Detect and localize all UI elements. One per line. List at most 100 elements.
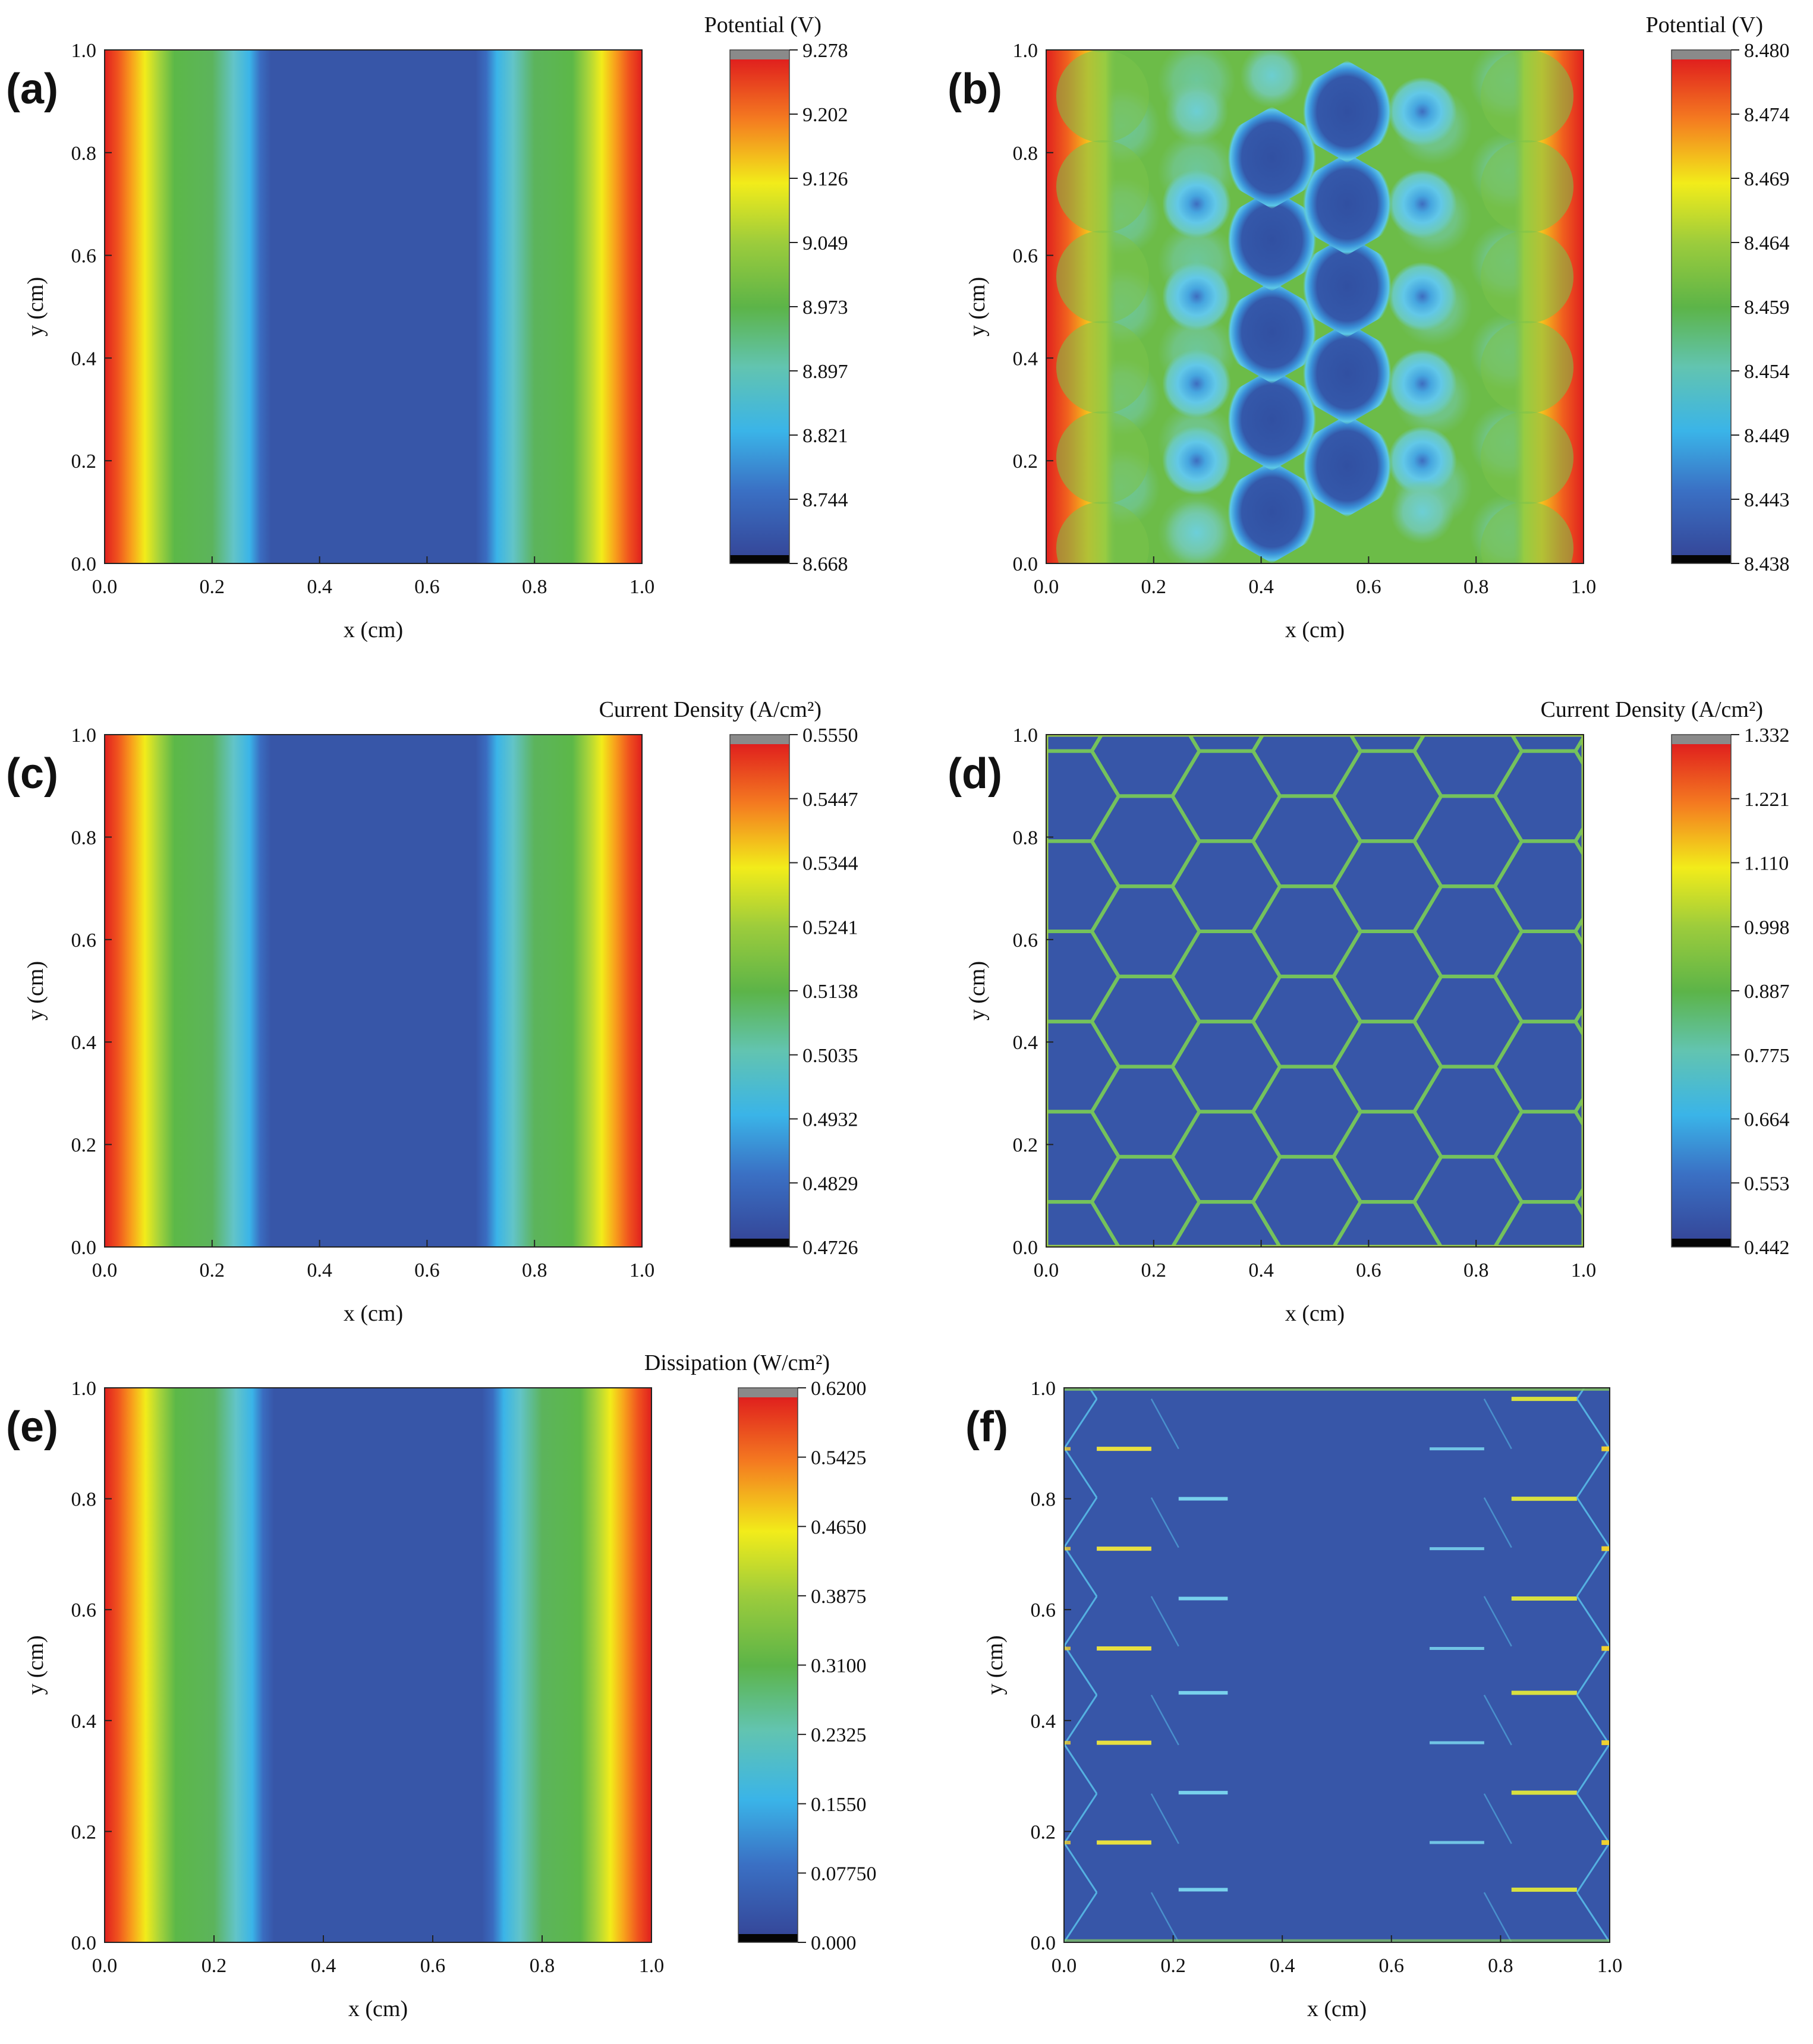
edge-scallop [1481,140,1574,233]
x-tick-label: 1.0 [629,576,655,598]
faint-cell [1164,500,1229,563]
colorbar-tick-label: 0.887 [1744,981,1790,1003]
y-tick-label: 0.6 [71,1599,97,1621]
y-tick-label: 1.0 [71,40,97,62]
y-tick-label: 0.8 [71,1489,97,1511]
y-tick-label: 0.2 [71,1821,97,1843]
colorbar-gradient [1672,59,1731,555]
colorbar-gradient [738,1397,798,1934]
x-tick-label: 0.6 [414,1259,440,1281]
hotspot-edge [1064,1842,1098,1893]
x-tick-label: 0.8 [522,576,547,598]
y-tick-label: 0.8 [1013,143,1038,165]
edge-scallop [1056,320,1149,414]
colorbar-tick-label: 0.000 [811,1932,857,1954]
edge-scallop [1481,320,1574,414]
colorbar-overflow-cap [1672,50,1731,59]
edge-scallop [1056,50,1149,143]
hotspot-edge [1483,1892,1512,1942]
plot-frame [1046,734,1584,1248]
colorbar-tick-label: 9.126 [802,168,848,190]
x-axis: 0.0 0.2 0.4 0.6 0.8 1.0 [1034,556,1596,598]
colorbar-tick-label: 0.3875 [811,1586,867,1608]
colorbar-title: Current Density (A/cm²) [599,697,821,722]
panel-e: 0.0 0.2 0.4 0.6 0.8 1.0 0.0 0.2 0.4 0.6 0.8 1.0 x (c… [6,1350,877,2021]
field-background [1046,735,1584,1247]
potential-cell [1302,60,1392,163]
x-tick-label: 0.4 [311,1955,336,1977]
panel-b: 0.0 0.2 0.4 0.6 0.8 1.0 0.0 0.2 0.4 0.6 0.8 1.0 x (c… [948,12,1790,643]
colorbar-tick-label: 0.5035 [802,1045,858,1067]
colorbar-title: Potential (V) [704,12,821,37]
panel-label: (d) [948,750,1002,798]
y-axis: 0.0 0.2 0.4 0.6 0.8 1.0 [1013,40,1053,575]
potential-cell [1227,106,1317,209]
colorbar-tick-label: 0.664 [1744,1109,1790,1131]
potential-cell [1387,349,1457,418]
potential-cell [1302,235,1392,338]
y-tick-label: 0.4 [71,1032,97,1054]
y-tick-label: 1.0 [1031,1378,1056,1400]
colorbar-tick-label: 0.5138 [802,981,858,1003]
y-axis: 0.0 0.2 0.4 0.6 0.8 1.0 [71,1378,112,1954]
potential-cell [1162,426,1232,496]
colorbar-tick-label: 8.668 [802,553,848,575]
heatmap-field [1046,50,1584,563]
y-tick-label: 1.0 [71,725,97,747]
panel-a: 0.0 0.2 0.4 0.6 0.8 1.0 0.0 0.2 0.4 0.6 0.8 1.0 x (c… [6,12,848,643]
hotspot-edge [1576,1595,1610,1647]
colorbar-title: Dissipation (W/cm²) [644,1350,830,1375]
x-tick-label: 0.6 [1379,1955,1405,1977]
y-axis-label: y (cm) [983,1635,1008,1695]
hotspot-edge [1064,1645,1098,1696]
edge-scallop [1481,502,1574,563]
y-tick-label: 0.2 [71,1135,97,1157]
heatmap-field [105,735,642,1247]
x-axis-label: x (cm) [1285,618,1345,643]
colorbar-underflow-cap [738,1934,798,1942]
colorbar-overflow-cap [730,735,789,744]
hotspot-edge [1483,1497,1512,1548]
colorbar: 8.480 8.474 8.469 8.464 8.459 8.454 8.449 8.443… [1646,12,1790,575]
plot-frame [1046,49,1584,564]
potential-cell [1162,349,1232,418]
edge-scallop [1481,230,1574,323]
colorbar-tick-label: 8.454 [1744,361,1790,383]
colorbar: 9.278 9.202 9.126 9.049 8.973 8.897 8.821 8.744… [704,12,848,575]
y-tick-label: 0.0 [1013,553,1038,575]
potential-cell [1162,262,1232,331]
x-tick-label: 0.2 [1141,1259,1167,1281]
hotspot-edge [1576,1892,1610,1942]
hotspot-edge [1064,1497,1098,1548]
colorbar-tick-label: 8.973 [802,297,848,319]
potential-cell [1227,281,1317,384]
colorbar-tick-label: 0.5425 [811,1447,867,1469]
hotspot-edge [1150,1497,1179,1548]
colorbar-tick-label: 1.332 [1744,725,1790,747]
x-tick-label: 0.8 [530,1955,555,1977]
x-tick-label: 0.2 [1141,576,1167,598]
hotspot-edge [1576,1447,1610,1498]
lattice-cell [1334,1292,1441,1382]
y-tick-label: 0.0 [71,553,97,575]
hotspot-edge [1150,1892,1179,1942]
panel-c: 0.0 0.2 0.4 0.6 0.8 1.0 0.0 0.2 0.4 0.6 0.8 1.0 x (c… [6,697,858,1326]
x-axis-label: x (cm) [344,618,403,643]
potential-cell [1227,188,1317,291]
x-tick-label: 1.0 [629,1259,655,1281]
hotspot-edge [1576,1695,1610,1746]
x-tick-label: 0.2 [200,1259,225,1281]
y-tick-label: 0.6 [1013,930,1038,952]
y-tick-label: 0.8 [1013,827,1038,849]
hotspot-edge [1576,1842,1610,1893]
hotspot-edge [1576,1793,1610,1844]
hotspot-edge [1576,1546,1610,1597]
colorbar-overflow-cap [1672,735,1731,744]
colorbar-tick-label: 0.5447 [802,789,858,811]
potential-cell [1387,426,1457,496]
y-tick-label: 0.6 [1013,245,1038,267]
hotspot-edge [1064,1398,1098,1450]
plot-frame [1063,1387,1610,1943]
plot-frame [104,734,643,1248]
y-tick-label: 0.6 [71,930,97,952]
